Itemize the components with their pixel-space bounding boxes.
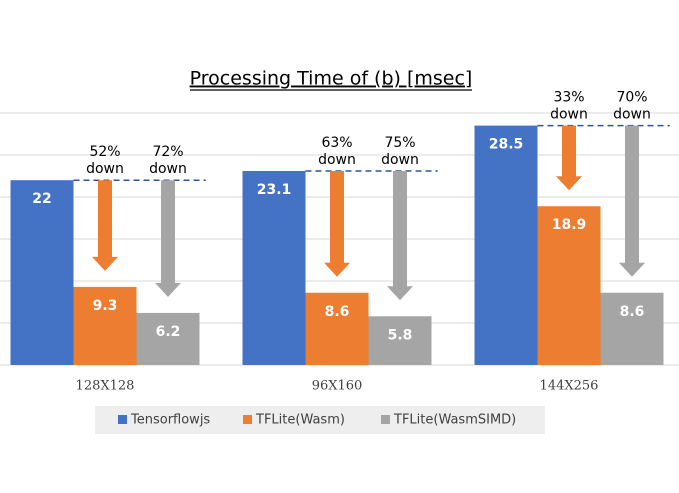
bar xyxy=(136,312,200,365)
annotation: down xyxy=(550,107,588,123)
annotation: 70% xyxy=(616,90,647,106)
value-label: 9.3 xyxy=(93,298,118,314)
legend-swatch xyxy=(118,415,127,424)
x-tick-label: 96X160 xyxy=(312,379,363,394)
reduction-arrow xyxy=(155,180,181,297)
bar xyxy=(537,206,601,365)
bar xyxy=(305,292,369,365)
value-label: 22 xyxy=(32,191,51,207)
legend-swatch xyxy=(381,415,390,424)
annotation: down xyxy=(613,107,651,123)
annotation: down xyxy=(318,152,356,168)
annotation: down xyxy=(381,152,419,168)
annotation: down xyxy=(86,161,124,177)
annotation: 33% xyxy=(553,90,584,106)
x-tick-label: 144X256 xyxy=(540,379,599,394)
annotation: 75% xyxy=(384,135,415,151)
value-label: 8.6 xyxy=(620,304,645,320)
legend-label: TFLite(WasmSIMD) xyxy=(393,413,516,428)
bar xyxy=(368,316,432,365)
chart-title: Processing Time of (b) [msec] xyxy=(190,68,473,90)
reduction-arrow xyxy=(619,125,645,277)
annotation: 52% xyxy=(89,144,120,160)
value-label: 8.6 xyxy=(325,304,350,320)
reduction-arrow xyxy=(324,170,350,277)
reduction-arrow xyxy=(92,180,118,271)
value-label: 6.2 xyxy=(156,324,181,340)
value-label: 5.8 xyxy=(388,327,413,343)
value-label: 23.1 xyxy=(257,182,292,198)
bar xyxy=(10,180,74,365)
legend-label: Tensorflowjs xyxy=(130,413,210,428)
annotation: down xyxy=(149,161,187,177)
reduction-arrow xyxy=(387,170,413,301)
bar xyxy=(600,292,664,365)
bar xyxy=(474,125,538,365)
legend-swatch xyxy=(243,415,252,424)
annotation: 72% xyxy=(152,144,183,160)
bar xyxy=(242,170,306,365)
legend-box xyxy=(95,406,545,434)
annotation: 63% xyxy=(321,135,352,151)
x-tick-label: 128X128 xyxy=(76,379,135,394)
value-label: 28.5 xyxy=(489,137,524,153)
reduction-arrow xyxy=(556,125,582,191)
bar xyxy=(73,286,137,365)
value-label: 18.9 xyxy=(552,217,587,233)
legend-label: TFLite(Wasm) xyxy=(255,413,345,428)
